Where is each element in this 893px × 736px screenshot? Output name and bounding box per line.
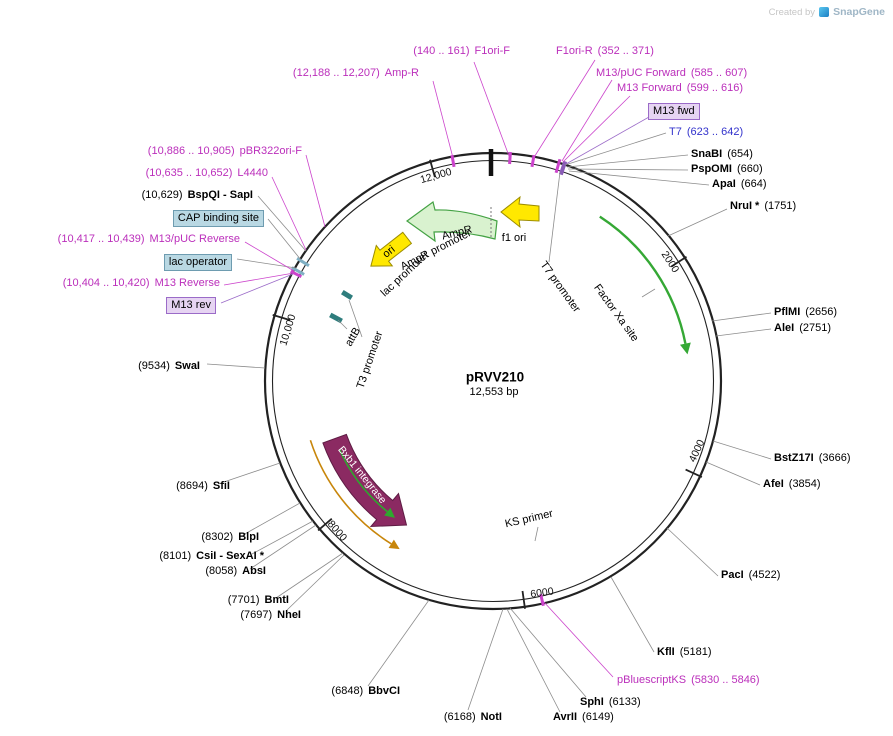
label-swai[interactable]: (9534) SwaI xyxy=(138,360,200,372)
label-alei[interactable]: AleI (2751) xyxy=(774,322,831,334)
label-m13-puc-reverse[interactable]: (10,417 .. 10,439) M13/pUC Reverse xyxy=(57,233,240,245)
label-noti[interactable]: (6168) NotI xyxy=(443,711,502,723)
ori-arrow[interactable] xyxy=(363,228,415,277)
label-pbr322ori-f[interactable]: (10,886 .. 10,905) pBR322ori-F xyxy=(147,145,302,157)
label-pflmi[interactable]: PflMI (2656) xyxy=(774,306,838,318)
label-amp-r[interactable]: (12,188 .. 12,207) Amp-R xyxy=(292,67,419,79)
leader-lines-magenta xyxy=(223,59,631,678)
label-lac-operator-box[interactable]: lac operator xyxy=(163,254,232,271)
label-bbvci[interactable]: (6848) BbvCI xyxy=(331,685,400,697)
label-bstz17i[interactable]: BstZ17I (3666) xyxy=(774,452,851,464)
label-avrii[interactable]: AvrII (6149) xyxy=(553,711,614,723)
label-blpi[interactable]: (8302) BlpI xyxy=(201,531,259,543)
label-pbluescriptks[interactable]: pBluescriptKS (5830 .. 5846) xyxy=(617,674,760,686)
label-bmti[interactable]: (7701) BmtI xyxy=(227,594,289,606)
label-t7[interactable]: T7 (623 .. 642) xyxy=(669,126,744,138)
label-m13-forward[interactable]: M13 Forward (599 .. 616) xyxy=(617,82,744,94)
feature-label-f1-ori[interactable]: f1 ori xyxy=(501,232,527,244)
plasmid-name: pRVV210 xyxy=(465,369,525,385)
label-kfli[interactable]: KflI (5181) xyxy=(657,646,712,658)
label-cap-binding-site-box[interactable]: CAP binding site xyxy=(172,210,264,227)
label-bspqi-sapi[interactable]: (10,629) BspQI - SapI xyxy=(141,189,253,201)
label-paci[interactable]: PacI (4522) xyxy=(721,569,781,581)
label-snabi[interactable]: SnaBI (654) xyxy=(691,148,753,160)
label-f1ori-f[interactable]: (140 .. 161) F1ori-F xyxy=(413,45,510,57)
label-m13-puc-forward[interactable]: M13/pUC Forward (585 .. 607) xyxy=(596,67,748,79)
label-nrui[interactable]: NruI * (1751) xyxy=(730,200,797,212)
snapgene-logo-icon xyxy=(819,7,830,17)
leader-lines-gray xyxy=(206,132,772,713)
label-l4440[interactable]: (10,635 .. 10,652) L4440 xyxy=(145,167,268,179)
factor-xa-arrow[interactable] xyxy=(599,215,691,355)
label-absi[interactable]: (8058) AbsI xyxy=(205,565,266,577)
label-afei[interactable]: AfeI (3854) xyxy=(763,478,821,490)
label-nhei[interactable]: (7697) NheI xyxy=(240,609,301,621)
watermark-brand: SnapGene xyxy=(833,6,885,18)
label-m13-rev-box[interactable]: M13 rev xyxy=(166,297,216,314)
label-m13-reverse[interactable]: (10,404 .. 10,420) M13 Reverse xyxy=(62,277,220,289)
ampr-arrow[interactable] xyxy=(405,200,498,243)
leader-lines-purple xyxy=(220,116,650,304)
bxb1-orf-arrow xyxy=(338,449,395,518)
watermark: Created by SnapGene xyxy=(769,6,885,18)
label-f1ori-r[interactable]: F1ori-R (352 .. 371) xyxy=(556,45,654,57)
position-ticks xyxy=(272,159,703,609)
plasmid-size: 12,553 bp xyxy=(469,386,519,398)
f1-ori-arrow[interactable] xyxy=(500,195,540,229)
label-csii-sexai[interactable]: (8101) CsiI - SexAI * xyxy=(159,550,264,562)
label-sfii[interactable]: (8694) SfiI xyxy=(176,480,230,492)
label-sphi[interactable]: SphI (6133) xyxy=(580,696,641,708)
watermark-created-by: Created by xyxy=(768,6,816,18)
label-apai[interactable]: ApaI (664) xyxy=(712,178,767,190)
label-pspomi[interactable]: PspOMI (660) xyxy=(691,163,763,175)
site-marks xyxy=(289,151,568,607)
label-m13-fwd-box[interactable]: M13 fwd xyxy=(648,103,700,120)
orange-orf-arc xyxy=(309,440,400,550)
